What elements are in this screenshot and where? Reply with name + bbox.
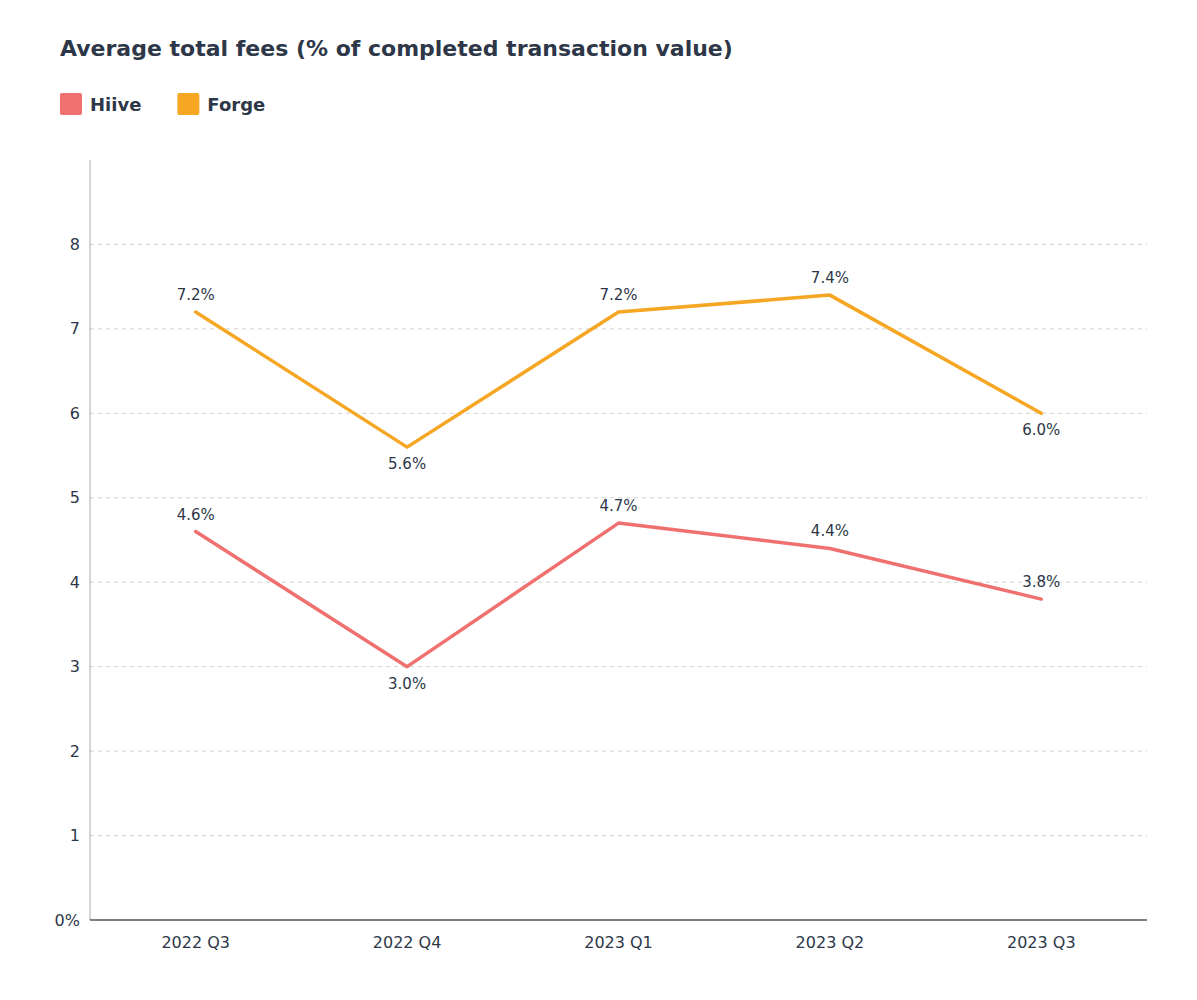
y-tick-label: 4: [70, 573, 80, 592]
x-tick-label: 2022 Q3: [161, 933, 230, 952]
data-label: 3.0%: [388, 675, 426, 693]
y-axis: 0% 1 2 3 4 5 6 7 8: [55, 160, 90, 930]
data-labels: 4.6% 3.0% 4.7% 4.4% 3.8% 7.2% 5.6% 7.2% 7.4% 6.0%: [177, 269, 1061, 693]
legend-swatch: [60, 93, 82, 115]
data-label: 4.7%: [599, 497, 637, 515]
data-label: 6.0%: [1022, 421, 1060, 439]
x-tick-label: 2023 Q1: [584, 933, 653, 952]
y-tick-label: 7: [70, 319, 80, 338]
grid-line: [90, 244, 1147, 245]
x-axis: 2022 Q3 2022 Q4 2023 Q1 2023 Q2 2023 Q3: [90, 920, 1147, 952]
series-line: [196, 523, 1042, 667]
grid-line: [90, 666, 1147, 667]
plot-area: [196, 295, 1042, 667]
data-label: 7.2%: [177, 286, 215, 304]
y-tick-label: 2: [70, 742, 80, 761]
grid-line: [90, 582, 1147, 583]
grid-line: [90, 835, 1147, 836]
x-axis-line: [90, 919, 1147, 921]
legend-swatch: [177, 93, 199, 115]
grid-line: [90, 328, 1147, 329]
y-tick-label: 1: [70, 826, 80, 845]
grid: [90, 244, 1147, 835]
x-tick-label: 2022 Q4: [373, 933, 442, 952]
series-line: [196, 295, 1042, 447]
data-label: 4.4%: [811, 522, 849, 540]
data-label: 3.8%: [1022, 573, 1060, 591]
chart: Average total fees (% of completed trans…: [0, 0, 1197, 1000]
legend-label: Forge: [207, 94, 265, 115]
data-label: 7.2%: [599, 286, 637, 304]
legend-label: Hiive: [90, 94, 141, 115]
title: Average total fees (% of completed trans…: [60, 36, 733, 61]
grid-line: [90, 751, 1147, 752]
data-label: 4.6%: [177, 506, 215, 524]
x-tick-label: 2023 Q2: [796, 933, 865, 952]
y-tick-label: 5: [70, 488, 80, 507]
y-tick-label: 3: [70, 657, 80, 676]
data-label: 5.6%: [388, 455, 426, 473]
grid-line: [90, 413, 1147, 414]
y-tick-label: 0%: [55, 911, 80, 930]
y-axis-line: [90, 160, 91, 920]
data-label: 7.4%: [811, 269, 849, 287]
y-tick-label: 6: [70, 404, 80, 423]
x-tick-label: 2023 Q3: [1007, 933, 1076, 952]
y-tick-label: 8: [70, 235, 80, 254]
